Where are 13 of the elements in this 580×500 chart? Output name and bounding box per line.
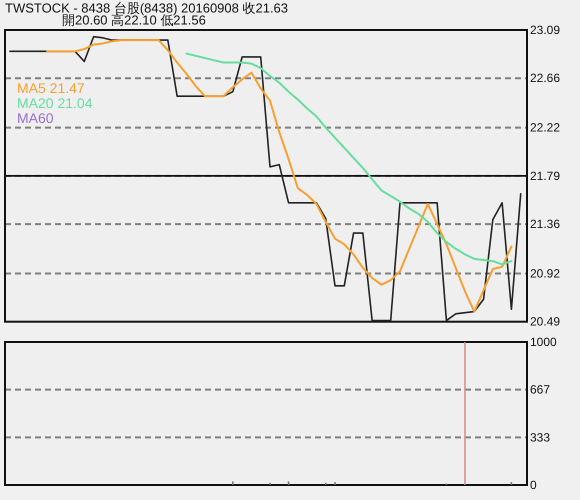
y-tick-label: 21.79 [530,168,560,183]
y-tick-label: 333 [530,430,550,444]
y-tick-label: 22.22 [530,120,560,135]
y-tick-label: 22.66 [530,71,560,86]
y-tick-label: 0 [530,478,537,492]
y-tick-label: 667 [530,382,550,397]
line-series [185,52,512,266]
y-tick-label: 20.92 [530,266,560,280]
y-tick-label: 23.09 [530,23,560,37]
legend: MA5 21.47 MA20 21.04 MA60 [17,80,92,126]
y-tick-label: 21.36 [530,217,560,232]
y-tick-label: 20.49 [530,314,560,329]
y-tick-label: 1000 [530,335,558,349]
